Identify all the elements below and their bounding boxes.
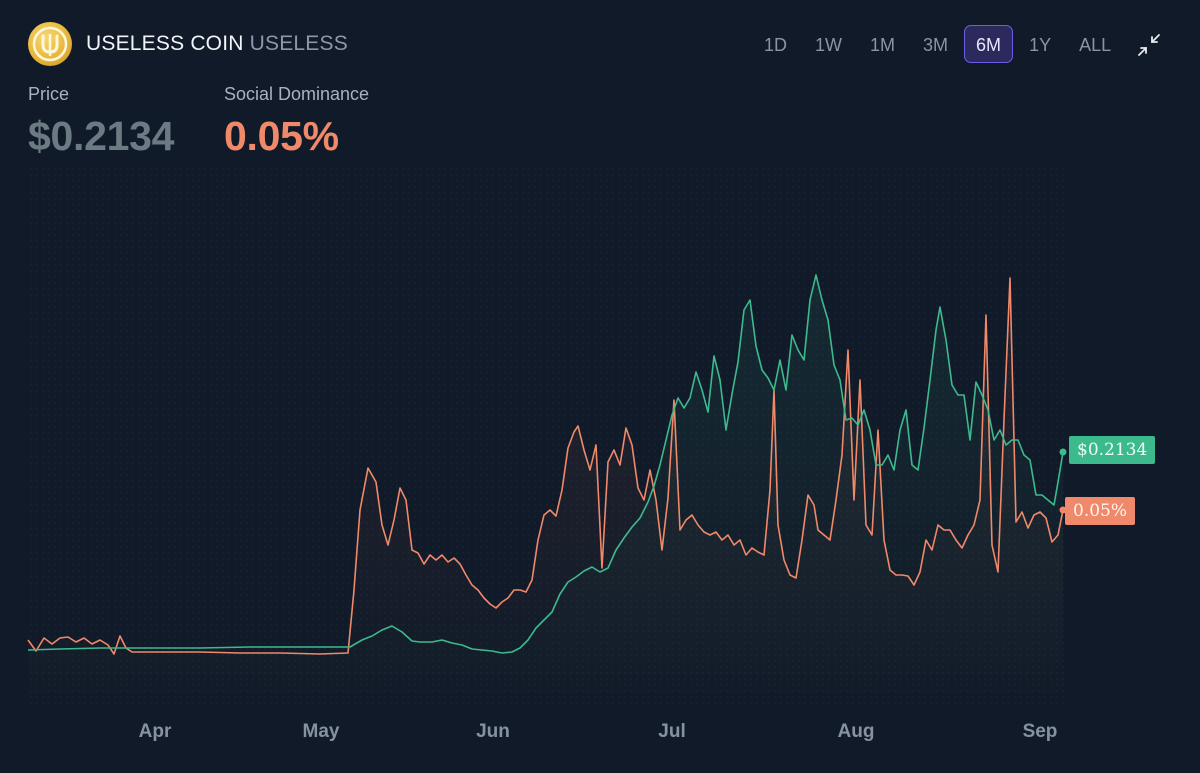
price-value: $0.2134 [28, 113, 175, 159]
social-dominance-value: 0.05% [224, 113, 339, 159]
coin-title: USELESS COIN USELESS [86, 32, 348, 56]
price-current-badge: $0.2134 [1069, 436, 1156, 464]
coin-header: USELESS COIN USELESS [28, 22, 348, 66]
period-1w-button[interactable]: 1W [815, 35, 843, 55]
social-series-line [27, 277, 1064, 655]
price-series-end-dot [1059, 448, 1067, 456]
period-selector: 1D 1W 1M 3M 6M 1Y ALL [752, 25, 1127, 63]
period-1y-button[interactable]: 1Y [1029, 35, 1052, 55]
x-tick-apr: Apr [138, 721, 172, 742]
social-dominance-label: Social Dominance [224, 84, 370, 104]
period-all-button[interactable]: ALL [1079, 35, 1112, 55]
price-series-line [27, 274, 1064, 654]
price-label: Price [28, 84, 70, 104]
x-tick-may: May [302, 721, 340, 742]
social-series-end-dot [1059, 506, 1067, 514]
useless-coin-logo-icon [28, 22, 72, 66]
x-tick-jul: Jul [658, 721, 686, 742]
price-metric: Price $0.2134 [28, 84, 174, 160]
coin-name: USELESS COIN [86, 32, 244, 55]
price-series-area [28, 275, 1063, 705]
x-tick-sep: Sep [1022, 721, 1058, 742]
period-1m-button[interactable]: 1M [870, 35, 896, 55]
social-dominance-metric: Social Dominance 0.05% [224, 84, 369, 160]
period-1d-button[interactable]: 1D [764, 35, 788, 55]
collapse-arrows-icon[interactable] [1134, 30, 1164, 60]
x-tick-aug: Aug [837, 721, 875, 742]
x-tick-jun: Jun [476, 721, 510, 742]
period-6m-button[interactable]: 6M [964, 25, 1014, 63]
period-3m-button[interactable]: 3M [923, 35, 949, 55]
social-current-badge: 0.05% [1065, 497, 1136, 525]
coin-ticker: USELESS [249, 32, 348, 55]
